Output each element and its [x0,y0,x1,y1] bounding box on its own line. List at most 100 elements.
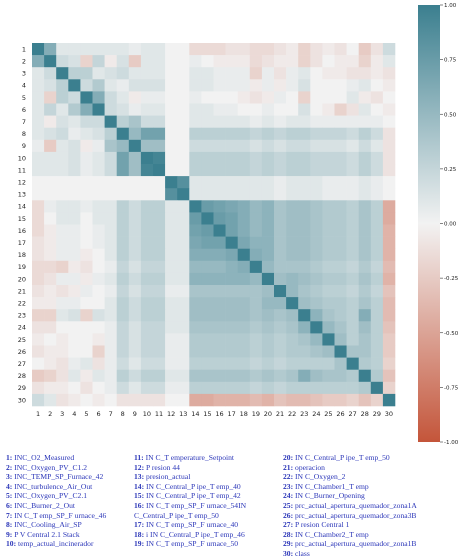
heatmap-cell [140,55,154,68]
heatmap-cell [177,357,190,370]
heatmap-cell [358,212,372,225]
heatmap-cell [56,393,69,407]
heatmap-cell [274,55,287,68]
heatmap-cell [286,248,299,262]
heatmap-cell [261,248,275,262]
heatmap-cell [140,115,154,128]
heatmap-cell [225,309,238,322]
heatmap-cell [56,224,69,237]
heatmap-cell [261,55,275,68]
heatmap-cell [104,151,117,165]
heatmap-cell [189,200,202,213]
heatmap-cell [116,55,130,68]
heatmap-cell [322,333,335,346]
heatmap-cell [189,79,202,92]
heatmap-cell [189,91,202,104]
heatmap-cell [201,309,214,322]
heatmap-cell [116,357,130,370]
heatmap-cell [322,236,335,249]
heatmap-cell [261,369,275,383]
heatmap-cell [286,43,299,56]
heatmap-cell [56,79,69,92]
legend-entry-label: prc_actual_apertura_quemador_zona1B [295,539,417,549]
heatmap-cell [104,345,117,358]
heatmap-cell [274,285,287,298]
heatmap-cell [237,357,251,370]
col-tick-label: 11 [155,410,163,418]
heatmap-cell [274,357,287,370]
heatmap-cell [32,103,45,116]
heatmap-cell [153,200,166,213]
heatmap-cell [189,309,202,322]
heatmap-cell [201,333,214,346]
heatmap-cell [322,43,335,56]
heatmap-cell [358,139,372,153]
heatmap-cell [44,345,57,358]
heatmap-cell [286,260,299,274]
heatmap-cell [249,321,263,334]
heatmap-cell [358,321,372,334]
heatmap-cell [370,248,384,262]
heatmap-cell [201,321,214,334]
heatmap-cell [310,176,323,189]
heatmap-cell [92,139,105,153]
heatmap-cell [68,212,81,225]
heatmap-cell [177,43,190,56]
heatmap-cell [249,91,263,104]
row-tick-label: 7 [22,118,26,126]
heatmap-cell [177,260,190,274]
heatmap-cell [261,260,275,274]
heatmap-cell [80,79,93,92]
heatmap-cell [189,236,202,249]
heatmap-cell [92,393,105,407]
heatmap-cell [225,115,238,128]
heatmap-cell [322,345,335,358]
legend-entry-number: 25: [283,500,296,510]
heatmap-cell [346,236,359,249]
heatmap-cell [346,103,359,116]
heatmap-cell [298,55,311,68]
legend-entry: 14: IN C_Central_P ipe_T emp_40 [134,482,246,492]
heatmap-cell [358,285,372,298]
legend-entry-label: INC_Cooling_Air_SP [14,520,82,530]
heatmap-cell [80,115,93,128]
heatmap-cell [140,345,154,358]
legend-column-1: 1: INC_O2_Measured 2: INC_Oxygen_PV_C1.2 3… [6,453,106,549]
heatmap-cell [140,91,154,104]
heatmap-cell [237,43,251,56]
heatmap-cell [298,188,311,201]
heatmap-cell [189,176,202,189]
legend-entry-number: 11: [134,453,146,462]
heatmap-cell [274,272,287,286]
heatmap-cell [358,43,372,56]
heatmap-cell [201,127,214,141]
heatmap-cell [165,272,178,286]
heatmap-cell [68,164,81,177]
heatmap-cell [225,357,238,370]
heatmap-cell [116,79,130,92]
heatmap-cell [92,200,105,213]
heatmap-cell [140,357,154,370]
heatmap-cell [370,272,384,286]
legend-entry: 2: INC_Oxygen_PV_C1.2 [6,463,106,473]
heatmap-cell [274,91,287,104]
legend-entry: 1: INC_O2_Measured [6,453,106,463]
legend-entry: 12: P resion 44 [134,463,246,473]
heatmap-cell [225,212,238,225]
heatmap-cell [370,393,384,407]
heatmap-cell [298,176,311,189]
heatmap-cell [346,224,359,237]
row-tick-label: 25 [18,336,26,344]
heatmap-cell [286,321,299,334]
row-tick-label: 17 [18,239,26,247]
heatmap-cell [334,272,347,286]
heatmap-cell [298,297,311,310]
heatmap-cell [370,381,384,395]
heatmap-cell [56,115,69,128]
row-tick-label: 22 [18,299,26,307]
heatmap-cell [80,164,93,177]
heatmap-cell [237,369,251,383]
heatmap-cell [177,139,190,153]
heatmap-cell [201,272,214,286]
heatmap-cell [56,164,69,177]
